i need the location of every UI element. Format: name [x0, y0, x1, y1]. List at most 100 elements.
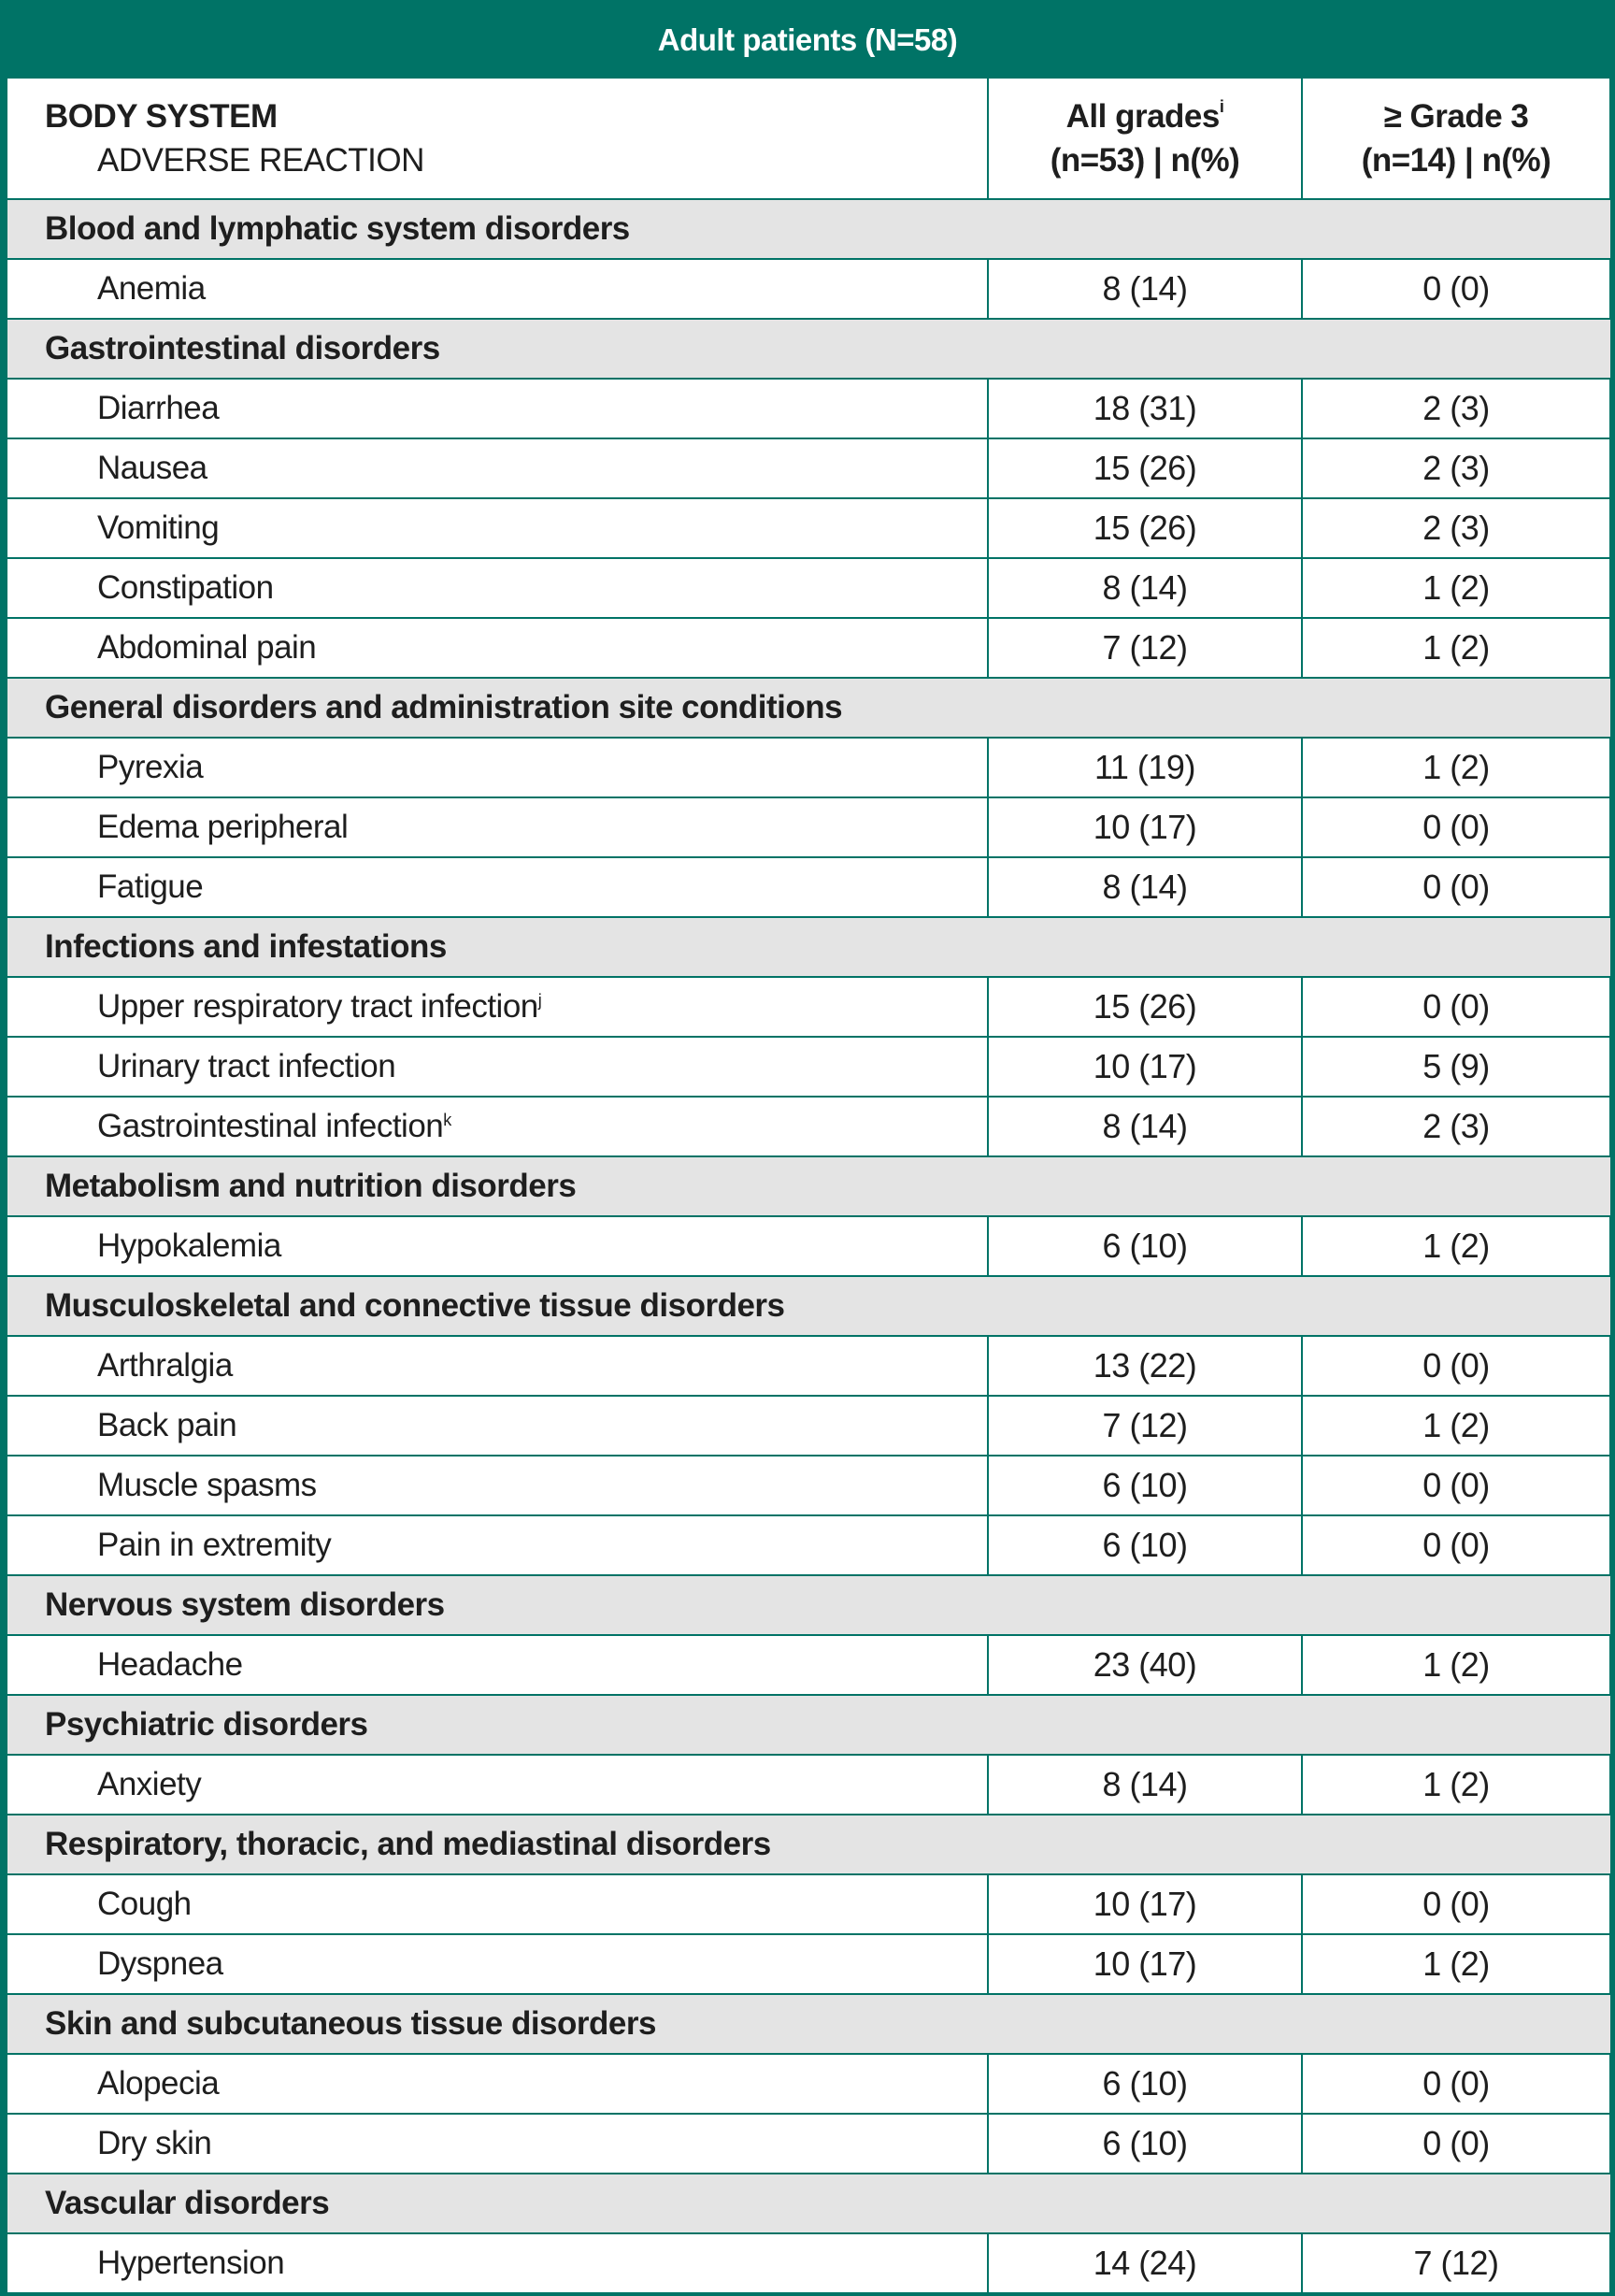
table-row: Upper respiratory tract infectionj 15 (26…: [6, 976, 1611, 1038]
grade3-value: 0 (0): [1301, 2053, 1611, 2115]
footnote-marker: k: [443, 1111, 451, 1129]
adverse-reaction-name: Cough: [97, 1886, 192, 1922]
grade3-value: 0 (0): [1301, 796, 1611, 858]
adverse-reaction-name-cell: Constipation: [6, 557, 989, 619]
all-grades-value: 8 (14): [987, 258, 1303, 320]
grade3-value: 2 (3): [1301, 497, 1611, 559]
grade3-value: 0 (0): [1301, 1514, 1611, 1576]
all-grades-value: 15 (26): [987, 976, 1303, 1038]
grade3-value: 0 (0): [1301, 258, 1611, 320]
adverse-reaction-name: Alopecia: [97, 2065, 220, 2102]
header-grade3-sub: (n=14) | n(%): [1361, 142, 1551, 179]
table-row: Anxiety 8 (14) 1 (2): [6, 1754, 1611, 1815]
header-grade3-cell: ≥ Grade 3 (n=14) | n(%): [1301, 77, 1611, 200]
grade3-value: 1 (2): [1301, 1754, 1611, 1815]
adverse-reaction-name-cell: Anxiety: [6, 1754, 989, 1815]
adverse-reaction-name-cell: Dry skin: [6, 2113, 989, 2174]
adverse-reaction-name: Edema peripheral: [97, 809, 349, 845]
all-grades-value: 8 (14): [987, 1754, 1303, 1815]
table-row: Dry skin 6 (10) 0 (0): [6, 2113, 1611, 2174]
table-row: Abdominal pain 7 (12) 1 (2): [6, 617, 1611, 679]
grade3-value: 1 (2): [1301, 1215, 1611, 1277]
body-system-title: Metabolism and nutrition disorders: [6, 1155, 1610, 1217]
body-system-title: General disorders and administration sit…: [6, 677, 1610, 739]
all-grades-value: 7 (12): [987, 1395, 1303, 1457]
grade3-value: 0 (0): [1301, 976, 1611, 1038]
table-header-row: BODY SYSTEM ADVERSE REACTION All gradesi…: [6, 77, 1611, 200]
table-row: Hypokalemia 6 (10) 1 (2): [6, 1215, 1611, 1277]
grade3-value: 1 (2): [1301, 1634, 1611, 1696]
adverse-reaction-name-cell: Hypokalemia: [6, 1215, 989, 1277]
table-body: Blood and lymphatic system disorders Anem…: [6, 198, 1611, 2294]
all-grades-value: 7 (12): [987, 617, 1303, 679]
adverse-reaction-name-cell: Headache: [6, 1634, 989, 1696]
adverse-reaction-name-cell: Fatigue: [6, 856, 989, 918]
grade3-value: 2 (3): [1301, 378, 1611, 439]
table-row: Muscle spasms 6 (10) 0 (0): [6, 1455, 1611, 1516]
body-system-title: Psychiatric disorders: [6, 1694, 1610, 1756]
table-banner-title: Adult patients (N=58): [6, 6, 1609, 77]
body-system-row: Vascular disorders: [6, 2173, 1610, 2234]
adverse-reaction-name: Hypertension: [97, 2245, 285, 2281]
footnote-marker: j: [537, 991, 542, 1010]
all-grades-value: 8 (14): [987, 856, 1303, 918]
all-grades-value: 15 (26): [987, 438, 1303, 499]
all-grades-value: 23 (40): [987, 1634, 1303, 1696]
grade3-value: 1 (2): [1301, 557, 1611, 619]
all-grades-value: 15 (26): [987, 497, 1303, 559]
adverse-reaction-name-cell: Abdominal pain: [6, 617, 989, 679]
adverse-reaction-name-cell: Edema peripheral: [6, 796, 989, 858]
table-row: Constipation 8 (14) 1 (2): [6, 557, 1611, 619]
table-row: Urinary tract infection 10 (17) 5 (9): [6, 1036, 1611, 1098]
header-all-grades-cell: All gradesi (n=53) | n(%): [987, 77, 1303, 200]
all-grades-value: 6 (10): [987, 1215, 1303, 1277]
adverse-reaction-name-cell: Diarrhea: [6, 378, 989, 439]
grade3-value: 2 (3): [1301, 438, 1611, 499]
all-grades-value: 11 (19): [987, 737, 1303, 798]
grade3-value: 1 (2): [1301, 1933, 1611, 1995]
grade3-value: 0 (0): [1301, 1335, 1611, 1397]
table-row: Diarrhea 18 (31) 2 (3): [6, 378, 1611, 439]
header-grade3: ≥ Grade 3: [1383, 98, 1529, 135]
body-system-row: Blood and lymphatic system disorders: [6, 198, 1610, 260]
table-row: Edema peripheral 10 (17) 0 (0): [6, 796, 1611, 858]
adverse-reaction-name-cell: Cough: [6, 1873, 989, 1935]
adverse-reaction-name: Vomiting: [97, 509, 220, 546]
header-all-grades-footnote: i: [1219, 97, 1224, 116]
grade3-value: 2 (3): [1301, 1096, 1611, 1157]
table-row: Nausea 15 (26) 2 (3): [6, 438, 1611, 499]
header-body-system: BODY SYSTEM: [45, 98, 278, 135]
table-row: Headache 23 (40) 1 (2): [6, 1634, 1611, 1696]
body-system-title: Musculoskeletal and connective tissue di…: [6, 1275, 1610, 1337]
adverse-reaction-name: Diarrhea: [97, 390, 220, 426]
adverse-reaction-name: Anemia: [97, 270, 206, 307]
adverse-reaction-name-cell: Vomiting: [6, 497, 989, 559]
adverse-reaction-name: Headache: [97, 1646, 243, 1683]
grade3-value: 0 (0): [1301, 856, 1611, 918]
all-grades-value: 8 (14): [987, 1096, 1303, 1157]
adverse-reaction-name: Dry skin: [97, 2125, 212, 2161]
adverse-reaction-name-cell: Upper respiratory tract infectionj: [6, 976, 989, 1038]
body-system-row: Respiratory, thoracic, and mediastinal d…: [6, 1814, 1610, 1875]
adverse-reaction-name-cell: Dyspnea: [6, 1933, 989, 1995]
adverse-reaction-name-cell: Back pain: [6, 1395, 989, 1457]
table-row: Pain in extremity 6 (10) 0 (0): [6, 1514, 1611, 1576]
body-system-title: Skin and subcutaneous tissue disorders: [6, 1993, 1610, 2055]
all-grades-value: 14 (24): [987, 2232, 1303, 2294]
grade3-value: 1 (2): [1301, 1395, 1611, 1457]
adverse-reaction-name-cell: Anemia: [6, 258, 989, 320]
table-row: Arthralgia 13 (22) 0 (0): [6, 1335, 1611, 1397]
adverse-reaction-name-cell: Pain in extremity: [6, 1514, 989, 1576]
all-grades-value: 10 (17): [987, 1933, 1303, 1995]
body-system-title: Gastrointestinal disorders: [6, 318, 1610, 380]
adverse-reactions-table: BODY SYSTEM ADVERSE REACTION All gradesi…: [6, 77, 1611, 2294]
header-all-grades-label: All grades: [1065, 98, 1221, 135]
header-all-grades-sub: (n=53) | n(%): [1050, 142, 1240, 179]
all-grades-value: 6 (10): [987, 1514, 1303, 1576]
grade3-value: 1 (2): [1301, 617, 1611, 679]
table-row: Anemia 8 (14) 0 (0): [6, 258, 1611, 320]
grade3-value: 0 (0): [1301, 1873, 1611, 1935]
adverse-reaction-name-cell: Alopecia: [6, 2053, 989, 2115]
adverse-reaction-name: Anxiety: [97, 1766, 202, 1802]
